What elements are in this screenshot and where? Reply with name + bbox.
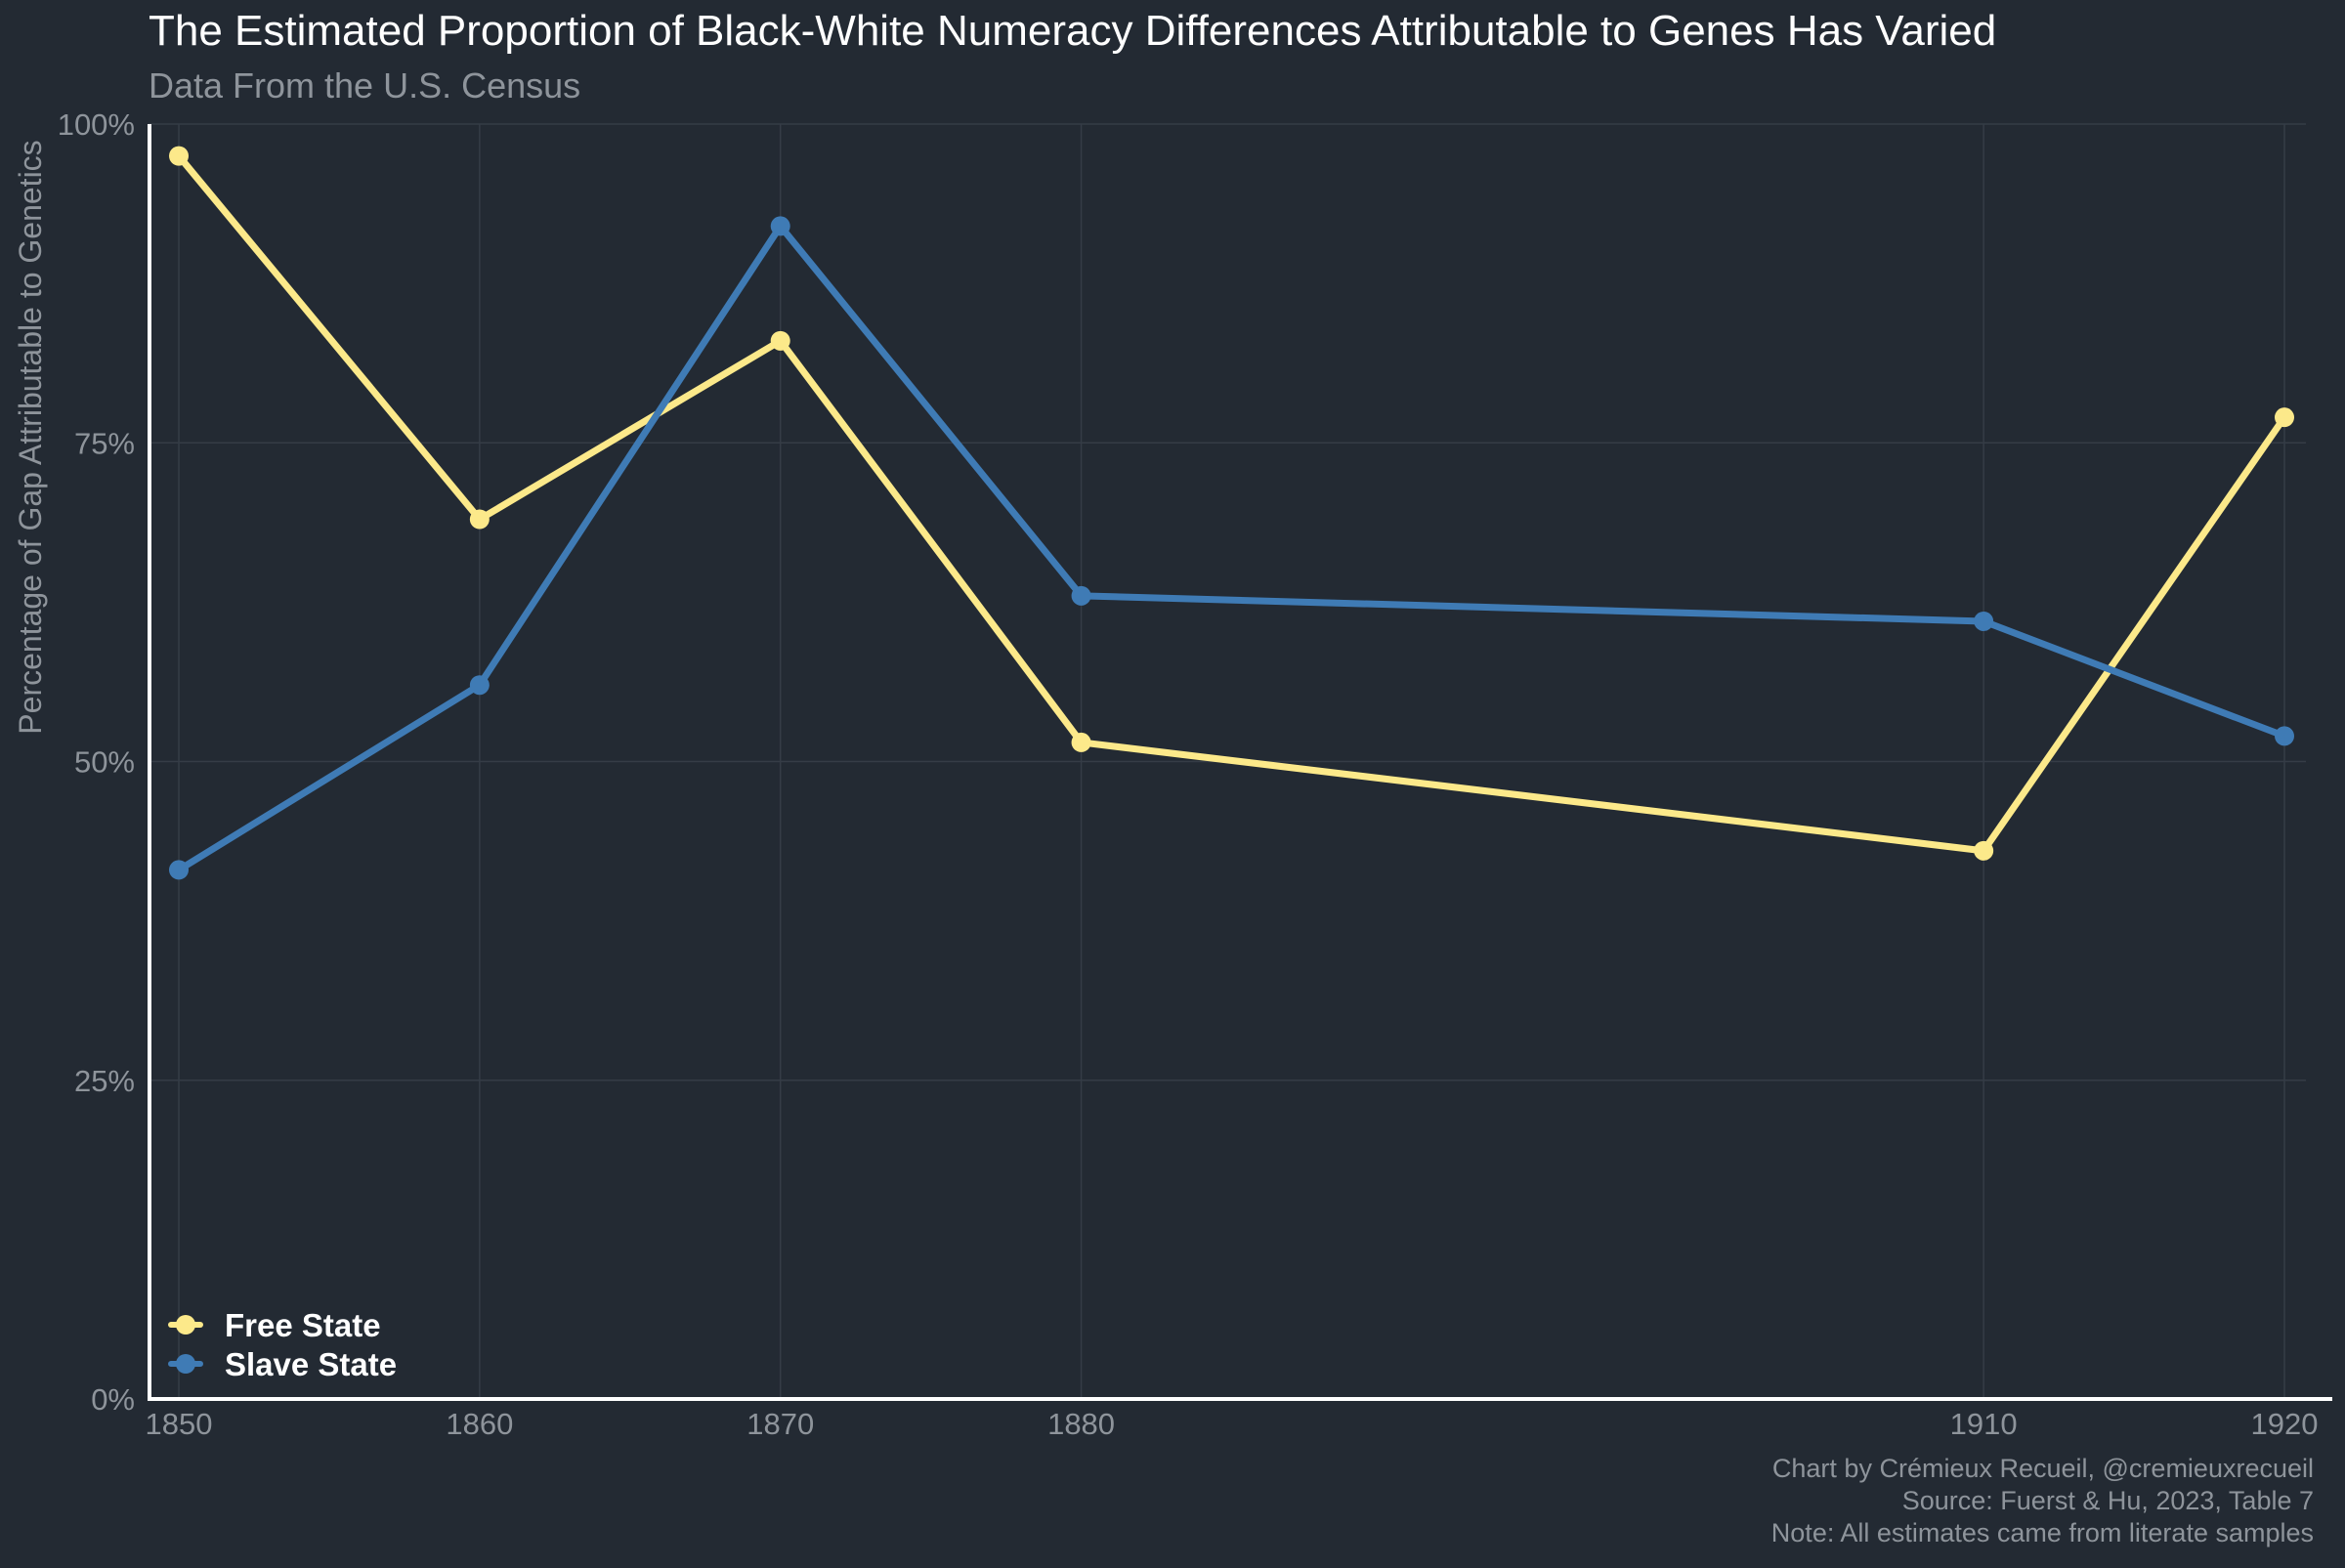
chart-title: The Estimated Proportion of Black-White … bbox=[149, 7, 1996, 55]
caption-line: Source: Fuerst & Hu, 2023, Table 7 bbox=[1902, 1486, 2314, 1515]
series-line-0 bbox=[175, 152, 2288, 855]
x-tick-label: 1910 bbox=[1950, 1407, 2018, 1441]
legend-marker bbox=[176, 1354, 195, 1374]
caption-line: Chart by Crémieux Recueil, @cremieuxrecu… bbox=[1772, 1454, 2314, 1483]
legend-label: Slave State bbox=[225, 1346, 397, 1382]
series-line-1 bbox=[175, 222, 2288, 873]
legend-label: Free State bbox=[225, 1307, 381, 1343]
data-point bbox=[169, 146, 189, 166]
y-tick-label: 100% bbox=[58, 107, 135, 142]
data-point bbox=[469, 509, 490, 530]
y-tick-label: 25% bbox=[74, 1064, 135, 1098]
data-point bbox=[770, 330, 790, 351]
data-point bbox=[1974, 840, 1994, 861]
y-tick-label: 50% bbox=[74, 745, 135, 780]
x-tick-label: 1870 bbox=[746, 1407, 814, 1441]
x-tick-label: 1920 bbox=[2251, 1407, 2319, 1441]
caption-line: Note: All estimates came from literate s… bbox=[1771, 1518, 2314, 1547]
data-point bbox=[1071, 585, 1091, 606]
text-layer: The Estimated Proportion of Black-White … bbox=[149, 7, 2314, 1547]
x-tick-label: 1880 bbox=[1047, 1407, 1115, 1441]
data-point bbox=[1071, 732, 1091, 752]
chart-subtitle: Data From the U.S. Census bbox=[149, 65, 580, 106]
data-point bbox=[770, 216, 790, 236]
x-tick-label: 1860 bbox=[446, 1407, 513, 1441]
y-axis-label: Percentage of Gap Attributable to Geneti… bbox=[13, 140, 48, 734]
grid-layer bbox=[149, 123, 2306, 1399]
series-layer bbox=[169, 146, 2294, 880]
data-point bbox=[169, 860, 189, 880]
y-tick-label: 75% bbox=[74, 426, 135, 460]
data-point bbox=[1974, 611, 1994, 631]
axis-layer: 0% 25% 50% 75% 100% 1850 1860 1870 1880 1910 1920 P… bbox=[13, 107, 2332, 1441]
data-point bbox=[2275, 407, 2294, 428]
legend-marker bbox=[176, 1315, 195, 1335]
data-point bbox=[469, 675, 490, 696]
x-tick-label: 1850 bbox=[146, 1407, 213, 1441]
data-point bbox=[2275, 726, 2294, 746]
y-tick-label: 0% bbox=[91, 1382, 135, 1417]
